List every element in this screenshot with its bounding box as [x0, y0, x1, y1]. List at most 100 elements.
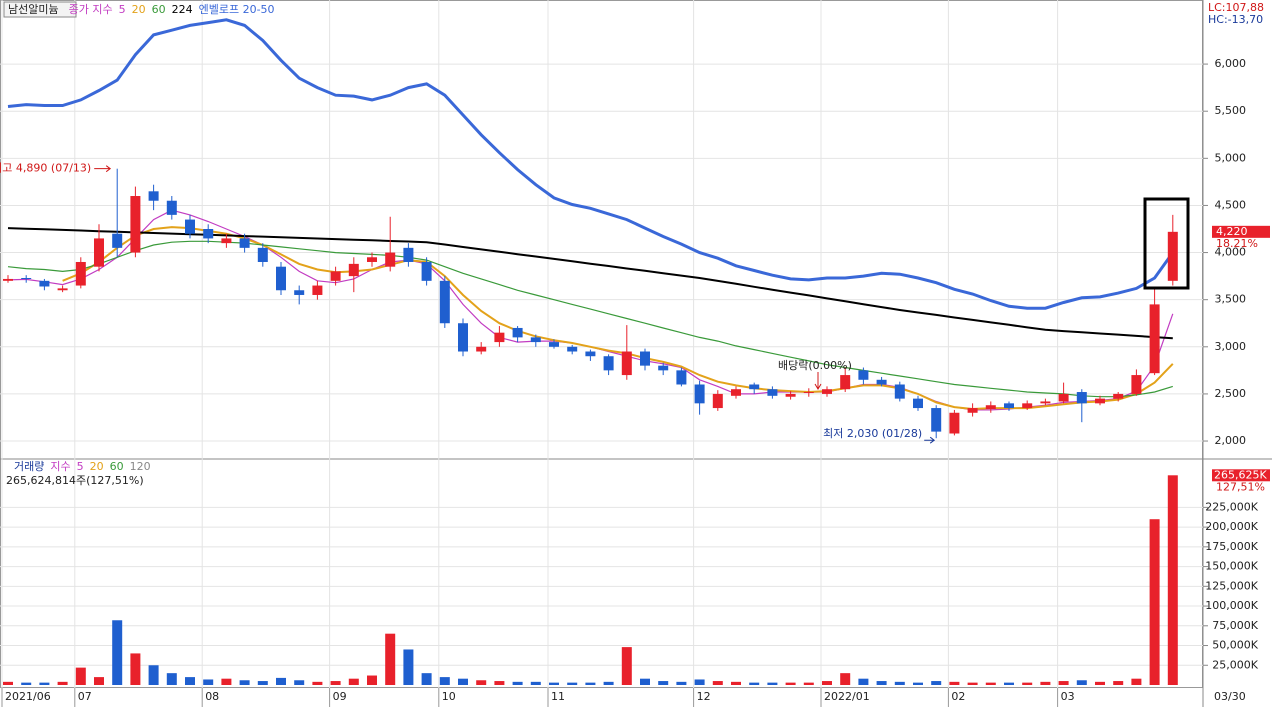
- volume-bar: [112, 620, 123, 685]
- volume-bar: [166, 673, 177, 685]
- volume-bar: [185, 677, 195, 685]
- candle-body: [3, 278, 13, 281]
- x-tick-label: 10: [442, 690, 456, 703]
- candle-body: [439, 280, 450, 324]
- volume-bar: [1131, 678, 1142, 685]
- volume-bar: [749, 682, 760, 685]
- volume-bar: [640, 678, 650, 685]
- candle-body: [130, 196, 141, 253]
- candle-body: [1095, 398, 1105, 404]
- volume-bar: [1022, 682, 1033, 685]
- volume-bar: [367, 675, 377, 685]
- volume-bar: [75, 667, 86, 685]
- x-tick-label: 2021/06: [5, 690, 51, 703]
- volume-bar: [530, 681, 541, 685]
- volume-bar: [203, 679, 214, 685]
- candle-body: [549, 342, 559, 347]
- volume-bar: [1095, 681, 1105, 685]
- candle-body: [749, 384, 760, 390]
- dividend-annotation: 배당락(0.00%): [778, 359, 852, 372]
- candle-body: [840, 375, 851, 390]
- ma-line: [7, 227, 1173, 340]
- candle-body: [512, 327, 523, 338]
- volume-bar: [949, 681, 960, 685]
- candle-body: [676, 370, 687, 385]
- candle-body: [21, 278, 32, 280]
- volume-bar: [822, 681, 832, 685]
- candle-body: [603, 356, 614, 371]
- legend-entry: 5: [119, 3, 126, 16]
- volume-bar: [494, 681, 505, 685]
- legend-entry: 60: [152, 3, 166, 16]
- volume-bar: [385, 633, 396, 685]
- candle-body: [967, 408, 978, 413]
- ma-line: [7, 240, 1173, 398]
- y-tick-label: 225,000K: [1205, 500, 1258, 513]
- candle-body: [1022, 403, 1033, 409]
- candle-body: [858, 370, 869, 380]
- candle-body: [494, 332, 505, 343]
- low-annotation: 최저 2,030 (01/28): [823, 427, 922, 440]
- volume-bar: [913, 682, 923, 685]
- high-arrow: [94, 165, 112, 173]
- volume-bar: [1076, 680, 1087, 685]
- legend-label: 지수: [50, 460, 70, 473]
- volume-bar: [1040, 681, 1051, 685]
- y-tick-label: 2,000: [1215, 434, 1247, 447]
- candle-body: [57, 288, 68, 291]
- legend-entry: 20: [132, 3, 146, 16]
- highlight-box: [1143, 197, 1190, 290]
- candle-body: [203, 229, 214, 239]
- candle-body: [221, 238, 232, 244]
- title-box: [3, 1, 77, 18]
- legend-entry: 엔벨로프 20-50: [199, 3, 275, 16]
- volume-bar: [312, 681, 323, 685]
- volume-bar: [21, 682, 32, 685]
- y-tick-label: 4,500: [1215, 198, 1247, 211]
- y-tick-label: 4,000: [1215, 246, 1247, 259]
- candle-body: [567, 346, 578, 352]
- last-price: 4,220: [1216, 225, 1248, 238]
- candle-body: [1131, 375, 1142, 394]
- last-change: 18.21%: [1216, 237, 1258, 250]
- candle-body: [621, 351, 632, 376]
- y-tick-label: 75,000K: [1212, 619, 1258, 632]
- y-tick-label: 150,000K: [1205, 560, 1258, 573]
- candle-body: [1167, 231, 1178, 281]
- legend-entry: 5: [77, 460, 84, 473]
- volume-bar: [1167, 475, 1178, 685]
- last-volume: 265,625K: [1214, 468, 1267, 481]
- candle-body: [148, 191, 159, 201]
- candle-body: [803, 392, 814, 394]
- y-tick-label: 3,000: [1215, 340, 1247, 353]
- last-price-box: [1212, 225, 1270, 238]
- candle-body: [694, 384, 705, 404]
- volume-bar: [931, 681, 942, 685]
- dividend-arrow: [814, 372, 822, 390]
- volume-bar: [676, 681, 687, 685]
- volume-bar: [803, 682, 814, 685]
- candle-body: [985, 405, 996, 409]
- x-tick-label: 03: [1061, 690, 1075, 703]
- volume-bar: [658, 681, 669, 685]
- volume-bar: [840, 673, 851, 685]
- volume-bar: [512, 681, 523, 685]
- volume-bar: [421, 673, 432, 685]
- candle-body: [166, 200, 177, 215]
- volume-bar: [767, 682, 778, 685]
- candle-body: [731, 389, 741, 396]
- candle-body: [658, 365, 669, 371]
- y-tick-label: 25,000K: [1212, 658, 1258, 671]
- candle-body: [1113, 393, 1124, 399]
- candle-body: [312, 285, 323, 295]
- volume-bar: [876, 681, 887, 685]
- last-volume-change: 127,51%: [1216, 480, 1265, 493]
- chart-title: 남선알미늄: [8, 2, 59, 16]
- candle-body: [640, 351, 650, 366]
- volume-bar: [130, 653, 141, 685]
- candle-body: [476, 346, 487, 352]
- volume-bar: [549, 682, 559, 685]
- volume-bar: [476, 680, 487, 685]
- candle-body: [112, 233, 123, 248]
